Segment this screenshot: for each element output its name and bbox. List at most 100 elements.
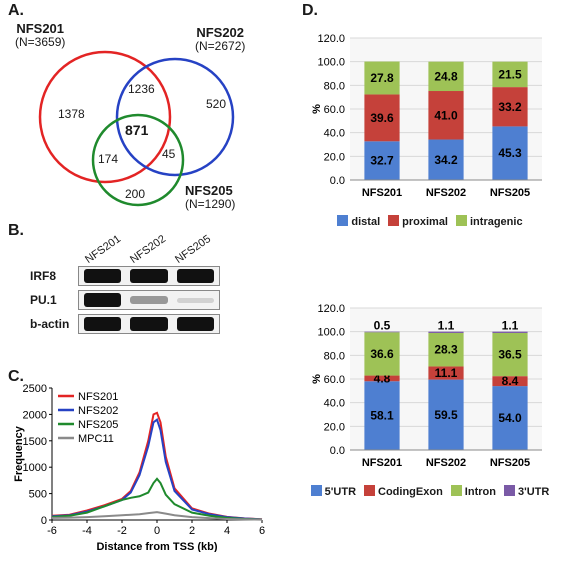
venn-region-only205: 200 xyxy=(125,187,145,201)
stacked-bar-top: 0.0 20.0 40.0 60.0 80.0 100.0 120.0% 32.7 39.6 27… xyxy=(310,30,550,210)
svg-text:100.0: 100.0 xyxy=(317,327,345,339)
svg-text:45.3: 45.3 xyxy=(498,146,522,160)
svg-text:100.0: 100.0 xyxy=(317,57,345,69)
venn-region-only202: 520 xyxy=(206,97,226,111)
legend-item: distal xyxy=(337,215,380,228)
blot-col-nfs202: NFS202 xyxy=(128,233,168,266)
legend-item: 5'UTR xyxy=(311,485,356,498)
svg-text:41.0: 41.0 xyxy=(434,108,458,122)
blot-row-name: IRF8 xyxy=(30,269,78,283)
svg-text:27.8: 27.8 xyxy=(370,71,394,85)
svg-text:58.1: 58.1 xyxy=(370,409,394,423)
svg-text:NFS201: NFS201 xyxy=(362,187,402,199)
svg-text:0: 0 xyxy=(154,525,160,537)
svg-text:2000: 2000 xyxy=(23,409,47,421)
svg-text:1500: 1500 xyxy=(23,436,47,448)
svg-text:54.0: 54.0 xyxy=(498,411,522,425)
svg-text:NFS205: NFS205 xyxy=(78,419,118,431)
blot-row-name: PU.1 xyxy=(30,293,78,307)
svg-text:34.2: 34.2 xyxy=(434,153,458,167)
stacked-bar-bottom: 0.020.040.060.080.0100.0120.0%58.14.836.… xyxy=(310,300,550,480)
svg-text:6: 6 xyxy=(259,525,265,537)
svg-text:NFS201: NFS201 xyxy=(362,457,402,469)
venn-set-label-nfs202: NFS202(N=2672) xyxy=(195,26,245,53)
svg-text:20.0: 20.0 xyxy=(324,151,345,163)
legend-chip xyxy=(451,485,462,496)
svg-text:NFS205: NFS205 xyxy=(490,457,530,469)
svg-text:32.7: 32.7 xyxy=(370,154,394,168)
svg-text:20.0: 20.0 xyxy=(324,421,345,433)
svg-text:8.4: 8.4 xyxy=(502,374,519,388)
venn-region-all: 871 xyxy=(125,122,148,138)
venn-diagram: NFS201(N=3659) NFS202(N=2672) NFS205(N=1… xyxy=(10,22,270,222)
svg-text:-2: -2 xyxy=(117,525,127,537)
svg-text:0.0: 0.0 xyxy=(330,175,345,187)
svg-text:80.0: 80.0 xyxy=(324,80,345,92)
legend-item: CodingExon xyxy=(364,485,443,498)
svg-text:1000: 1000 xyxy=(23,462,47,474)
svg-text:-4: -4 xyxy=(82,525,92,537)
legend-chip xyxy=(388,215,399,226)
legend-chip xyxy=(456,215,467,226)
svg-text:NFS202: NFS202 xyxy=(426,187,466,199)
svg-text:11.1: 11.1 xyxy=(435,366,458,380)
svg-text:-6: -6 xyxy=(47,525,57,537)
venn-region-201-202: 1236 xyxy=(128,82,155,96)
svg-text:Frequency: Frequency xyxy=(13,425,25,482)
panel-label-a: A. xyxy=(8,2,24,20)
svg-text:%: % xyxy=(311,104,323,114)
blot-col-nfs201: NFS201 xyxy=(83,233,123,266)
svg-text:NFS205: NFS205 xyxy=(490,187,530,199)
svg-text:40.0: 40.0 xyxy=(324,128,345,140)
svg-text:NFS202: NFS202 xyxy=(426,457,466,469)
svg-text:36.6: 36.6 xyxy=(370,347,394,361)
svg-text:59.5: 59.5 xyxy=(434,408,458,422)
stacked-bar-bottom-wrap: 0.020.040.060.080.0100.0120.0%58.14.836.… xyxy=(310,300,550,498)
tss-distance-chart: 05001000150020002500-6-4-20246NFS201NFS2… xyxy=(10,382,270,552)
svg-text:Distance from TSS (kb): Distance from TSS (kb) xyxy=(96,541,217,552)
svg-text:28.3: 28.3 xyxy=(434,343,458,357)
svg-text:120.0: 120.0 xyxy=(317,303,345,315)
legend-top: distal proximal intragenic xyxy=(310,215,550,228)
linechart-svg: 05001000150020002500-6-4-20246NFS201NFS2… xyxy=(10,382,270,552)
svg-text:%: % xyxy=(311,374,323,384)
venn-region-202-205: 45 xyxy=(162,147,175,161)
blot-row: PU.1 xyxy=(30,290,250,310)
svg-text:NFS202: NFS202 xyxy=(78,405,118,417)
legend-item: proximal xyxy=(388,215,448,228)
blot-row: IRF8 xyxy=(30,266,250,286)
svg-text:36.5: 36.5 xyxy=(498,348,522,362)
svg-text:MPC11: MPC11 xyxy=(78,433,114,445)
svg-text:40.0: 40.0 xyxy=(324,398,345,410)
svg-text:24.8: 24.8 xyxy=(434,69,458,83)
blot-lane xyxy=(78,314,220,334)
blot-lane xyxy=(78,266,220,286)
svg-text:39.6: 39.6 xyxy=(370,111,394,125)
svg-text:1.1: 1.1 xyxy=(502,319,519,333)
panel-label-d: D. xyxy=(302,2,318,20)
figure-root: A. B. C. D. NFS201(N=3659) NFS202(N=2672… xyxy=(0,0,563,570)
venn-set-label-nfs205: NFS205(N=1290) xyxy=(185,184,235,211)
venn-set-label-nfs201: NFS201(N=3659) xyxy=(15,22,65,49)
legend-chip xyxy=(337,215,348,226)
svg-text:2500: 2500 xyxy=(23,383,47,395)
svg-text:0: 0 xyxy=(41,515,47,527)
legend-bottom: 5'UTRCodingExonIntron3'UTR xyxy=(310,485,550,498)
blot-lane xyxy=(78,290,220,310)
svg-text:120.0: 120.0 xyxy=(317,33,345,45)
legend-chip xyxy=(311,485,322,496)
blot-col-nfs205: NFS205 xyxy=(173,233,213,266)
svg-text:4: 4 xyxy=(224,525,230,537)
svg-text:500: 500 xyxy=(29,489,47,501)
svg-text:60.0: 60.0 xyxy=(324,104,345,116)
svg-text:21.5: 21.5 xyxy=(498,67,522,81)
venn-region-only201: 1378 xyxy=(58,107,85,121)
blot-row-name: b-actin xyxy=(30,317,78,331)
stacked-bar-top-wrap: 0.0 20.0 40.0 60.0 80.0 100.0 120.0% 32.7 39.6 27… xyxy=(310,30,550,228)
legend-item: intragenic xyxy=(456,215,523,228)
legend-chip xyxy=(504,485,515,496)
svg-text:2: 2 xyxy=(189,525,195,537)
series-NFS205 xyxy=(52,479,262,520)
svg-text:80.0: 80.0 xyxy=(324,350,345,362)
panel-label-b: B. xyxy=(8,222,24,240)
